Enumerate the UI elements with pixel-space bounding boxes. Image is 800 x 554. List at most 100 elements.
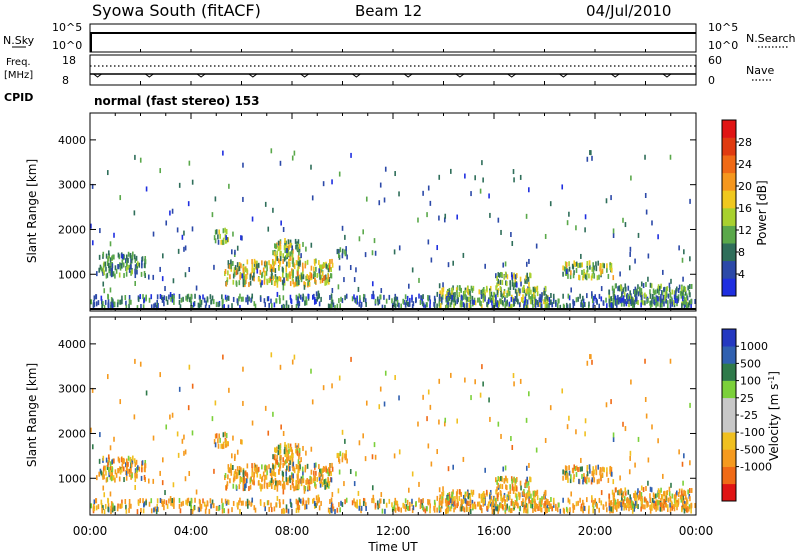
power-echo-point bbox=[321, 271, 324, 277]
velocity-echo-point bbox=[99, 432, 101, 438]
velocity-echo-point bbox=[377, 504, 379, 510]
velocity-echo-point bbox=[582, 499, 584, 505]
velocity-echo-point bbox=[682, 480, 684, 486]
velocity-echo-point bbox=[543, 491, 546, 497]
velocity-echo-point bbox=[504, 475, 507, 481]
velocity-echo-point bbox=[690, 487, 693, 493]
power-echo-point bbox=[447, 292, 450, 298]
power-echo-point bbox=[499, 298, 501, 304]
power-echo-point bbox=[484, 263, 486, 269]
power-echo-point bbox=[660, 294, 662, 300]
power-echo-point bbox=[309, 275, 312, 281]
power-echo-point bbox=[422, 190, 424, 196]
velocity-echo-point bbox=[568, 470, 571, 476]
velocity-echo-point bbox=[668, 490, 671, 496]
velocity-echo-point bbox=[272, 479, 275, 485]
power-echo-point bbox=[242, 162, 244, 168]
velocity-echo-point bbox=[595, 465, 597, 471]
power-echo-point bbox=[481, 289, 484, 295]
velocity-echo-point bbox=[514, 482, 516, 488]
velocity-echo-point bbox=[152, 478, 155, 484]
velocity-echo-point bbox=[490, 495, 493, 501]
power-echo-point bbox=[113, 254, 115, 260]
power-echo-point bbox=[291, 268, 293, 274]
power-echo-point bbox=[424, 304, 427, 310]
power-echo-point bbox=[278, 294, 281, 300]
velocity-echo-point bbox=[623, 496, 626, 502]
power-echo-point bbox=[281, 266, 284, 272]
power-echo-point bbox=[596, 275, 599, 281]
power-echo-point bbox=[379, 294, 382, 300]
velocity-echo-point bbox=[514, 486, 517, 492]
power-echo-point bbox=[417, 217, 419, 223]
velocity-echo-point bbox=[694, 503, 696, 509]
power-echo-point bbox=[379, 182, 382, 188]
power-echo-point bbox=[586, 293, 588, 299]
power-echo-point bbox=[251, 268, 253, 274]
velocity-colorbar-label: Velocity [m s-1] bbox=[767, 371, 781, 461]
velocity-echo-point bbox=[246, 503, 249, 509]
power-echo-point bbox=[610, 267, 613, 273]
velocity-echo-point bbox=[313, 501, 316, 507]
power-echo-point bbox=[495, 294, 497, 300]
velocity-echo-point bbox=[180, 501, 183, 507]
power-echo-point bbox=[163, 295, 166, 301]
velocity-echo-point bbox=[127, 461, 129, 467]
velocity-echo-point bbox=[227, 508, 230, 514]
power-echo-point bbox=[117, 264, 120, 270]
velocity-echo-point bbox=[398, 449, 401, 455]
velocity-echo-point bbox=[325, 467, 328, 473]
power-echo-point bbox=[471, 295, 474, 301]
power-echo-point bbox=[602, 300, 605, 306]
velocity-echo-point bbox=[140, 475, 143, 481]
power-echo-point bbox=[676, 298, 678, 304]
velocity-echo-point bbox=[497, 482, 499, 488]
velocity-echo-point bbox=[496, 479, 498, 485]
velocity-echo-point bbox=[516, 496, 518, 502]
velocity-echo-point bbox=[438, 505, 441, 511]
velocity-echo-point bbox=[628, 500, 631, 506]
x-axis-label: Time UT bbox=[367, 540, 418, 554]
velocity-echo-point bbox=[454, 496, 456, 502]
velocity-echo-point bbox=[595, 470, 598, 476]
power-echo-point bbox=[245, 279, 247, 285]
velocity-echo-point bbox=[344, 454, 347, 460]
power-echo-point bbox=[279, 259, 282, 265]
velocity-echo-point bbox=[681, 499, 684, 505]
power-echo-point bbox=[651, 301, 653, 307]
power-echo-point bbox=[254, 303, 257, 309]
power-echo-point bbox=[669, 303, 672, 309]
power-echo-point bbox=[328, 263, 330, 269]
power-echo-point bbox=[285, 244, 288, 250]
velocity-echo-point bbox=[147, 478, 150, 484]
station-title: Syowa South (fitACF) bbox=[92, 1, 261, 20]
velocity-echo-point bbox=[125, 462, 127, 468]
power-echo-point bbox=[495, 301, 497, 307]
power-echo-point bbox=[339, 247, 342, 253]
power-echo-point bbox=[272, 207, 274, 213]
power-colorbar-segment-4 bbox=[722, 208, 736, 226]
power-echo-point bbox=[612, 233, 615, 239]
power-echo-point bbox=[259, 269, 262, 275]
power-echo-point bbox=[631, 304, 634, 310]
power-echo-point bbox=[259, 296, 262, 302]
velocity-echo-point bbox=[245, 501, 247, 507]
power-echo-point bbox=[478, 289, 481, 295]
power-colorbar-segment-5 bbox=[722, 190, 736, 209]
velocity-echo-point bbox=[474, 504, 477, 510]
power-echo-point bbox=[683, 304, 686, 310]
power-echo-point bbox=[671, 289, 674, 295]
power-echo-point bbox=[297, 274, 299, 280]
power-echo-point bbox=[612, 275, 615, 281]
velocity-echo-point bbox=[317, 494, 320, 500]
power-echo-point bbox=[404, 294, 407, 300]
power-echo-point bbox=[525, 289, 527, 295]
velocity-echo-point bbox=[391, 502, 393, 508]
velocity-echo-point bbox=[582, 508, 584, 514]
velocity-echo-point bbox=[143, 501, 146, 507]
velocity-echo-point bbox=[271, 483, 273, 489]
power-echo-point bbox=[130, 258, 133, 264]
velocity-echo-point bbox=[436, 507, 438, 513]
velocity-echo-point bbox=[127, 468, 129, 474]
velocity-echo-point bbox=[101, 472, 104, 478]
